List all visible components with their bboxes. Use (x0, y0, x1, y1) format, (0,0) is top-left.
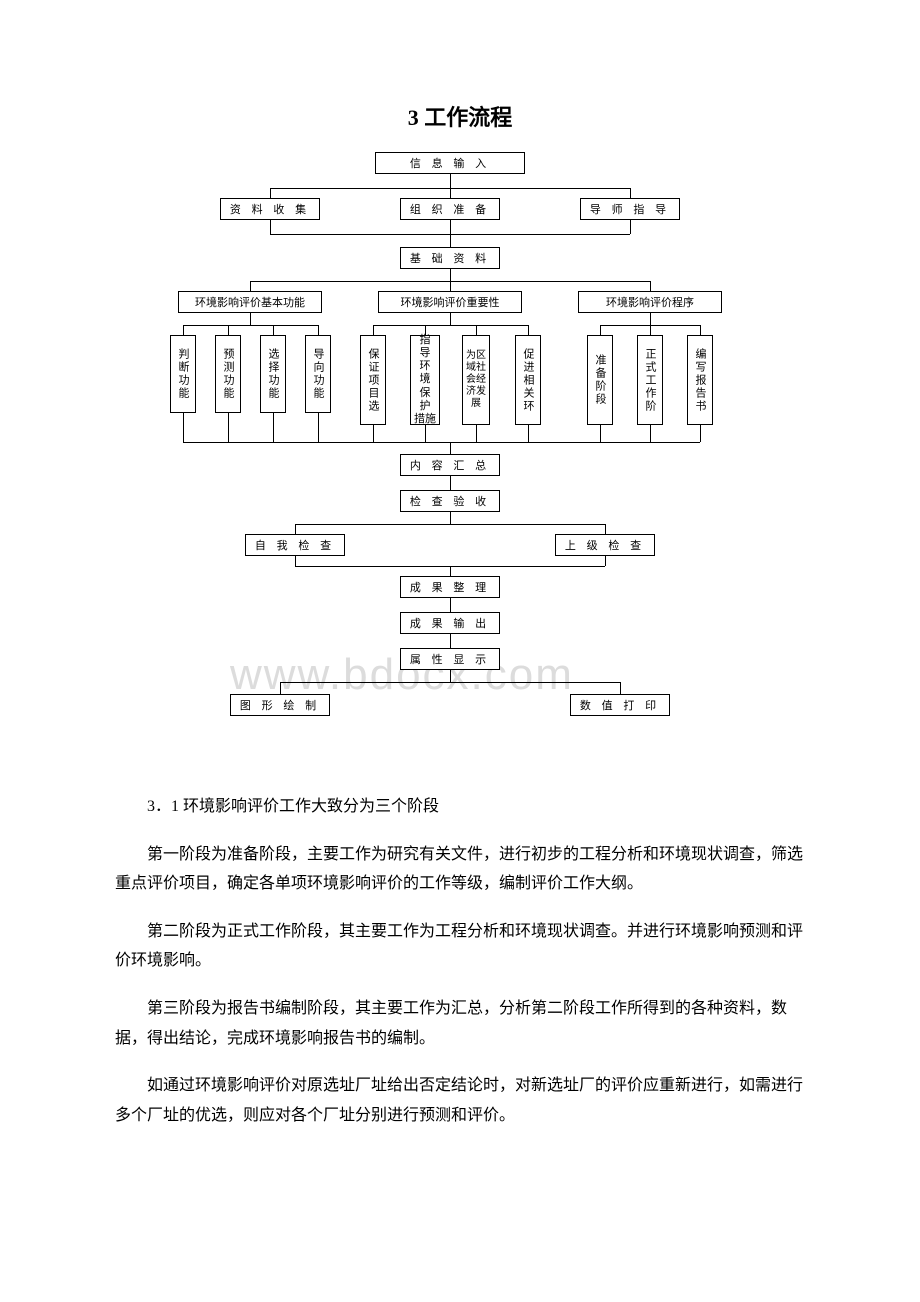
connector (295, 556, 296, 566)
connector (228, 325, 229, 335)
box-guarantee: 保证项目选 (360, 335, 386, 425)
connector (450, 598, 451, 612)
box-attr-show: 属 性 显 示 (400, 648, 500, 670)
connector (450, 634, 451, 648)
connector (600, 325, 601, 335)
box-report: 编写报告书 (687, 335, 713, 425)
connector (295, 524, 605, 525)
box-guide: 导向功能 (305, 335, 331, 413)
connector (373, 325, 374, 335)
connector (476, 425, 477, 442)
connector (295, 524, 296, 534)
box-predict: 预测功能 (215, 335, 241, 413)
connector (650, 425, 651, 442)
connector (270, 220, 271, 234)
connector (600, 425, 601, 442)
connector (450, 234, 451, 247)
box-check-accept: 检 查 验 收 (400, 490, 500, 512)
connector (650, 281, 651, 291)
box-data-collect: 资 料 收 集 (220, 198, 320, 220)
box-content-summary: 内 容 汇 总 (400, 454, 500, 476)
connector (450, 188, 451, 198)
connector (183, 325, 318, 326)
connector (250, 281, 251, 291)
box-info-input: 信 息 输 入 (375, 152, 525, 174)
box-self-check: 自 我 检 查 (245, 534, 345, 556)
box-basic-func: 环境影响评价基本功能 (178, 291, 322, 313)
connector (373, 325, 528, 326)
connector (650, 325, 651, 335)
connector (450, 442, 451, 454)
connector (183, 413, 184, 442)
connector (318, 325, 319, 335)
connector (700, 325, 701, 335)
connector (450, 476, 451, 490)
connector (450, 269, 451, 281)
box-prepare: 准备阶段 (587, 335, 613, 425)
paragraph-2: 第二阶段为正式工作阶段，其主要工作为工程分析和环境现状调查。并进行环境影响预测和… (115, 917, 805, 976)
connector (450, 313, 451, 325)
section-subtitle: 3．1 环境影响评价工作大致分为三个阶段 (115, 792, 805, 822)
box-num-print: 数 值 打 印 (570, 694, 670, 716)
box-formal: 正式工作阶 (637, 335, 663, 425)
paragraph-3: 第三阶段为报告书编制阶段，其主要工作为汇总，分析第二阶段工作所得到的各种资料，数… (115, 994, 805, 1053)
paragraph-1: 第一阶段为准备阶段，主要工作为研究有关文件，进行初步的工程分析和环境现状调查，筛… (115, 840, 805, 899)
connector (450, 566, 451, 576)
box-org-prepare: 组 织 准 备 (400, 198, 500, 220)
box-result-output: 成 果 输 出 (400, 612, 500, 634)
box-fig-draw: 图 形 绘 制 (230, 694, 330, 716)
connector (450, 174, 451, 188)
box-promote: 促进相关环 (515, 335, 541, 425)
connector (318, 413, 319, 442)
connector (605, 524, 606, 534)
box-result-organize: 成 果 整 理 (400, 576, 500, 598)
connector (273, 413, 274, 442)
connector (183, 442, 700, 443)
connector (183, 325, 184, 335)
box-upper-check: 上 级 检 查 (555, 534, 655, 556)
connector (270, 188, 271, 198)
connector (373, 425, 374, 442)
connector (425, 425, 426, 442)
box-procedure: 环境影响评价程序 (578, 291, 722, 313)
connector (450, 220, 451, 234)
box-region: 为区域社会经济发展 (462, 335, 490, 425)
connector (450, 670, 451, 682)
connector (280, 682, 281, 694)
connector (228, 413, 229, 442)
flowchart: www.bdocx.com 信 息 输 入 资 料 收 集 组 织 准 备 导 … (150, 152, 770, 742)
connector (280, 682, 620, 683)
connector (630, 220, 631, 234)
connector (650, 313, 651, 325)
connector (273, 325, 274, 335)
connector (476, 325, 477, 335)
connector (700, 425, 701, 442)
box-mentor-guide: 导 师 指 导 (580, 198, 680, 220)
box-judge: 判断功能 (170, 335, 196, 413)
box-instruct: 指 导 环 境 保 护 措施 (410, 335, 440, 425)
connector (605, 556, 606, 566)
connector (450, 281, 451, 291)
connector (250, 313, 251, 325)
connector (450, 512, 451, 524)
paragraph-4: 如通过环境影响评价对原选址厂址给出否定结论时，对新选址厂的评价应重新进行，如需进… (115, 1071, 805, 1130)
connector (528, 325, 529, 335)
connector (630, 188, 631, 198)
body-text: 3．1 环境影响评价工作大致分为三个阶段 第一阶段为准备阶段，主要工作为研究有关… (115, 792, 805, 1130)
box-importance: 环境影响评价重要性 (378, 291, 522, 313)
page-title: 3 工作流程 (115, 100, 805, 132)
connector (528, 425, 529, 442)
connector (620, 682, 621, 694)
box-select: 选择功能 (260, 335, 286, 413)
box-base-material: 基 础 资 料 (400, 247, 500, 269)
